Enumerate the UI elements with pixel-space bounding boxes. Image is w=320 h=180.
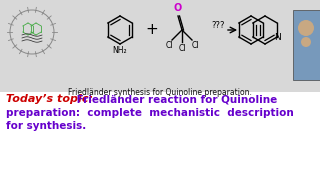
Text: Friedländer reaction for Quinoline: Friedländer reaction for Quinoline [73,94,277,104]
Circle shape [301,37,311,47]
Text: Friedländer synthesis for Quinoline preparation.: Friedländer synthesis for Quinoline prep… [68,88,252,97]
Bar [293,10,320,80]
Text: preparation:  complete  mechanistic  description: preparation: complete mechanistic descri… [6,108,294,118]
Text: Cl: Cl [165,41,173,50]
Bar [0,0,320,92]
Circle shape [298,20,314,36]
Text: Today’s topic:: Today’s topic: [6,94,93,104]
Text: N: N [274,33,281,42]
Text: for synthesis.: for synthesis. [6,121,86,131]
Text: Cl: Cl [191,41,199,50]
Text: Cl: Cl [178,44,186,53]
Text: +: + [146,22,158,37]
Bar [0,92,320,180]
Text: ???: ??? [211,21,225,30]
Text: NH₂: NH₂ [113,46,127,55]
Text: O: O [174,3,182,13]
